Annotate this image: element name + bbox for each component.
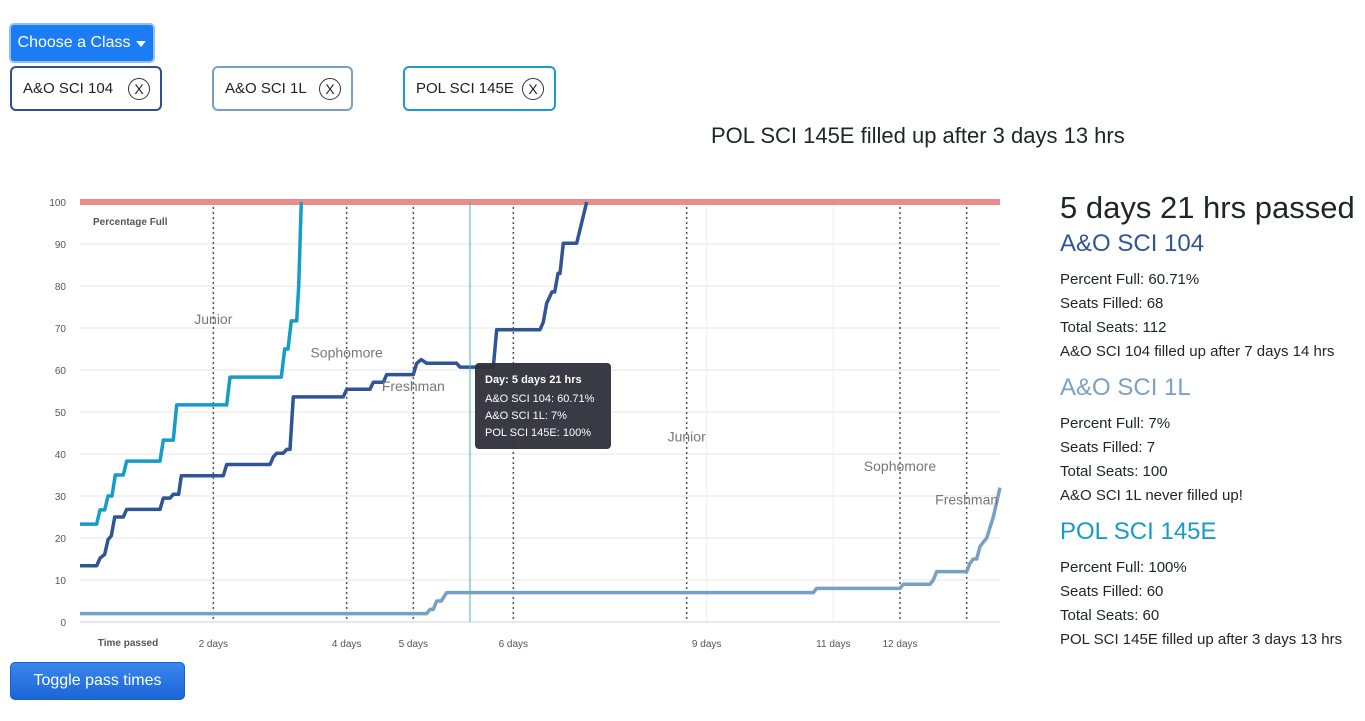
- percent-full: Percent Full: 100%: [1060, 559, 1187, 576]
- pass-time-label: Junior: [668, 428, 706, 444]
- chip-label: A&O SCI 1L: [225, 80, 307, 97]
- x-axis-title: Time passed: [98, 638, 158, 649]
- y-tick-label: 90: [55, 240, 67, 251]
- class-summary-polsci145e: POL SCI 145E Percent Full: 100% Seats Fi…: [1060, 518, 1350, 652]
- y-tick-label: 100: [49, 198, 66, 209]
- x-tick-label: 11 days: [816, 639, 850, 650]
- tooltip-line: A&O SCI 104: 60.71%: [485, 393, 595, 405]
- seats-filled: Seats Filled: 7: [1060, 439, 1156, 456]
- class-chip-aos1l: A&O SCI 1L X: [212, 66, 353, 111]
- x-tick-label: 6 days: [499, 639, 528, 650]
- chart-labels: Junior Sophomore Freshman Junior Sophomore Fr…: [194, 311, 998, 508]
- pass-time-label: Freshman: [935, 491, 998, 507]
- chip-label: POL SCI 145E: [416, 80, 514, 97]
- tooltip-line: A&O SCI 1L: 7%: [485, 410, 567, 422]
- close-icon[interactable]: X: [522, 78, 544, 100]
- time-passed: 5 days 21 hrs passed: [1060, 190, 1355, 225]
- tooltip-title: Day: 5 days 21 hrs: [485, 374, 582, 386]
- y-tick-label: 20: [55, 534, 67, 545]
- total-seats: Total Seats: 112: [1060, 319, 1167, 336]
- y-tick-label: 10: [55, 576, 67, 587]
- series-line: [80, 487, 1002, 616]
- toggle-pass-times-button[interactable]: Toggle pass times: [10, 662, 185, 700]
- seats-filled: Seats Filled: 68: [1060, 295, 1164, 312]
- fill-status: A&O SCI 104 filled up after 7 days 14 hr…: [1060, 343, 1335, 360]
- fill-status: A&O SCI 1L never filled up!: [1060, 487, 1243, 504]
- enrollment-chart: 0 10 20 30 40 50 60 70 80 90 100 2 days 4 days 5 days…: [49, 198, 1002, 650]
- chart-axes: 0 10 20 30 40 50 60 70 80 90 100 2 days 4 days 5 days…: [49, 198, 1000, 650]
- total-seats: Total Seats: 60: [1060, 607, 1160, 624]
- y-tick-label: 80: [55, 282, 67, 293]
- summary-panel: 5 days 21 hrs passed A&O SCI 104 Percent…: [1060, 190, 1355, 662]
- x-tick-label: 5 days: [399, 639, 428, 650]
- fill-status: POL SCI 145E filled up after 3 days 13 h…: [1060, 631, 1343, 648]
- class-summary-title: A&O SCI 104: [1060, 230, 1205, 257]
- y-tick-label: 60: [55, 366, 67, 377]
- x-tick-label: 9 days: [692, 639, 721, 650]
- y-tick-label: 50: [55, 408, 67, 419]
- y-tick-label: 70: [55, 324, 67, 335]
- class-chip-polsci145e: POL SCI 145E X: [403, 66, 556, 111]
- choose-class-button[interactable]: Choose a Class: [9, 23, 155, 63]
- chip-label: A&O SCI 104: [23, 80, 114, 97]
- class-summary-title: POL SCI 145E: [1060, 518, 1217, 545]
- chart-tooltip: Day: 5 days 21 hrs A&O SCI 104: 60.71% A&O…: [469, 202, 611, 622]
- y-tick-label: 30: [55, 492, 67, 503]
- series-line: [80, 201, 589, 568]
- pass-time-label: Sophomore: [310, 344, 383, 360]
- class-summary-title: A&O SCI 1L: [1060, 374, 1191, 401]
- x-tick-label: 2 days: [199, 639, 228, 650]
- percent-full: Percent Full: 60.71%: [1060, 271, 1200, 288]
- pass-time-label: Freshman: [382, 378, 445, 394]
- close-icon[interactable]: X: [319, 78, 341, 100]
- chart-series: [80, 201, 1002, 616]
- tooltip-line: POL SCI 145E: 100%: [485, 427, 591, 439]
- pass-time-label: Sophomore: [864, 458, 937, 474]
- fill-headline: POL SCI 145E filled up after 3 days 13 h…: [711, 123, 1125, 148]
- caret-down-icon: [136, 41, 147, 47]
- series-line: [80, 201, 304, 526]
- percent-full: Percent Full: 7%: [1060, 415, 1171, 432]
- class-chip-aos104: A&O SCI 104 X: [10, 66, 162, 111]
- y-tick-label: 0: [60, 618, 66, 629]
- close-icon[interactable]: X: [128, 78, 150, 100]
- choose-class-label: Choose a Class: [17, 34, 131, 51]
- y-tick-label: 40: [55, 450, 67, 461]
- x-tick-label: 12 days: [882, 639, 917, 650]
- class-summary-aos1l: A&O SCI 1L Percent Full: 7% Seats Filled…: [1060, 374, 1350, 508]
- total-seats: Total Seats: 100: [1060, 463, 1168, 480]
- class-summary-aos104: A&O SCI 104 Percent Full: 60.71% Seats F…: [1060, 230, 1350, 364]
- y-axis-title: Percentage Full: [93, 217, 168, 228]
- x-tick-label: 4 days: [332, 639, 361, 650]
- tooltip-box: [475, 363, 611, 449]
- pass-time-label: Junior: [194, 311, 232, 327]
- seats-filled: Seats Filled: 60: [1060, 583, 1164, 600]
